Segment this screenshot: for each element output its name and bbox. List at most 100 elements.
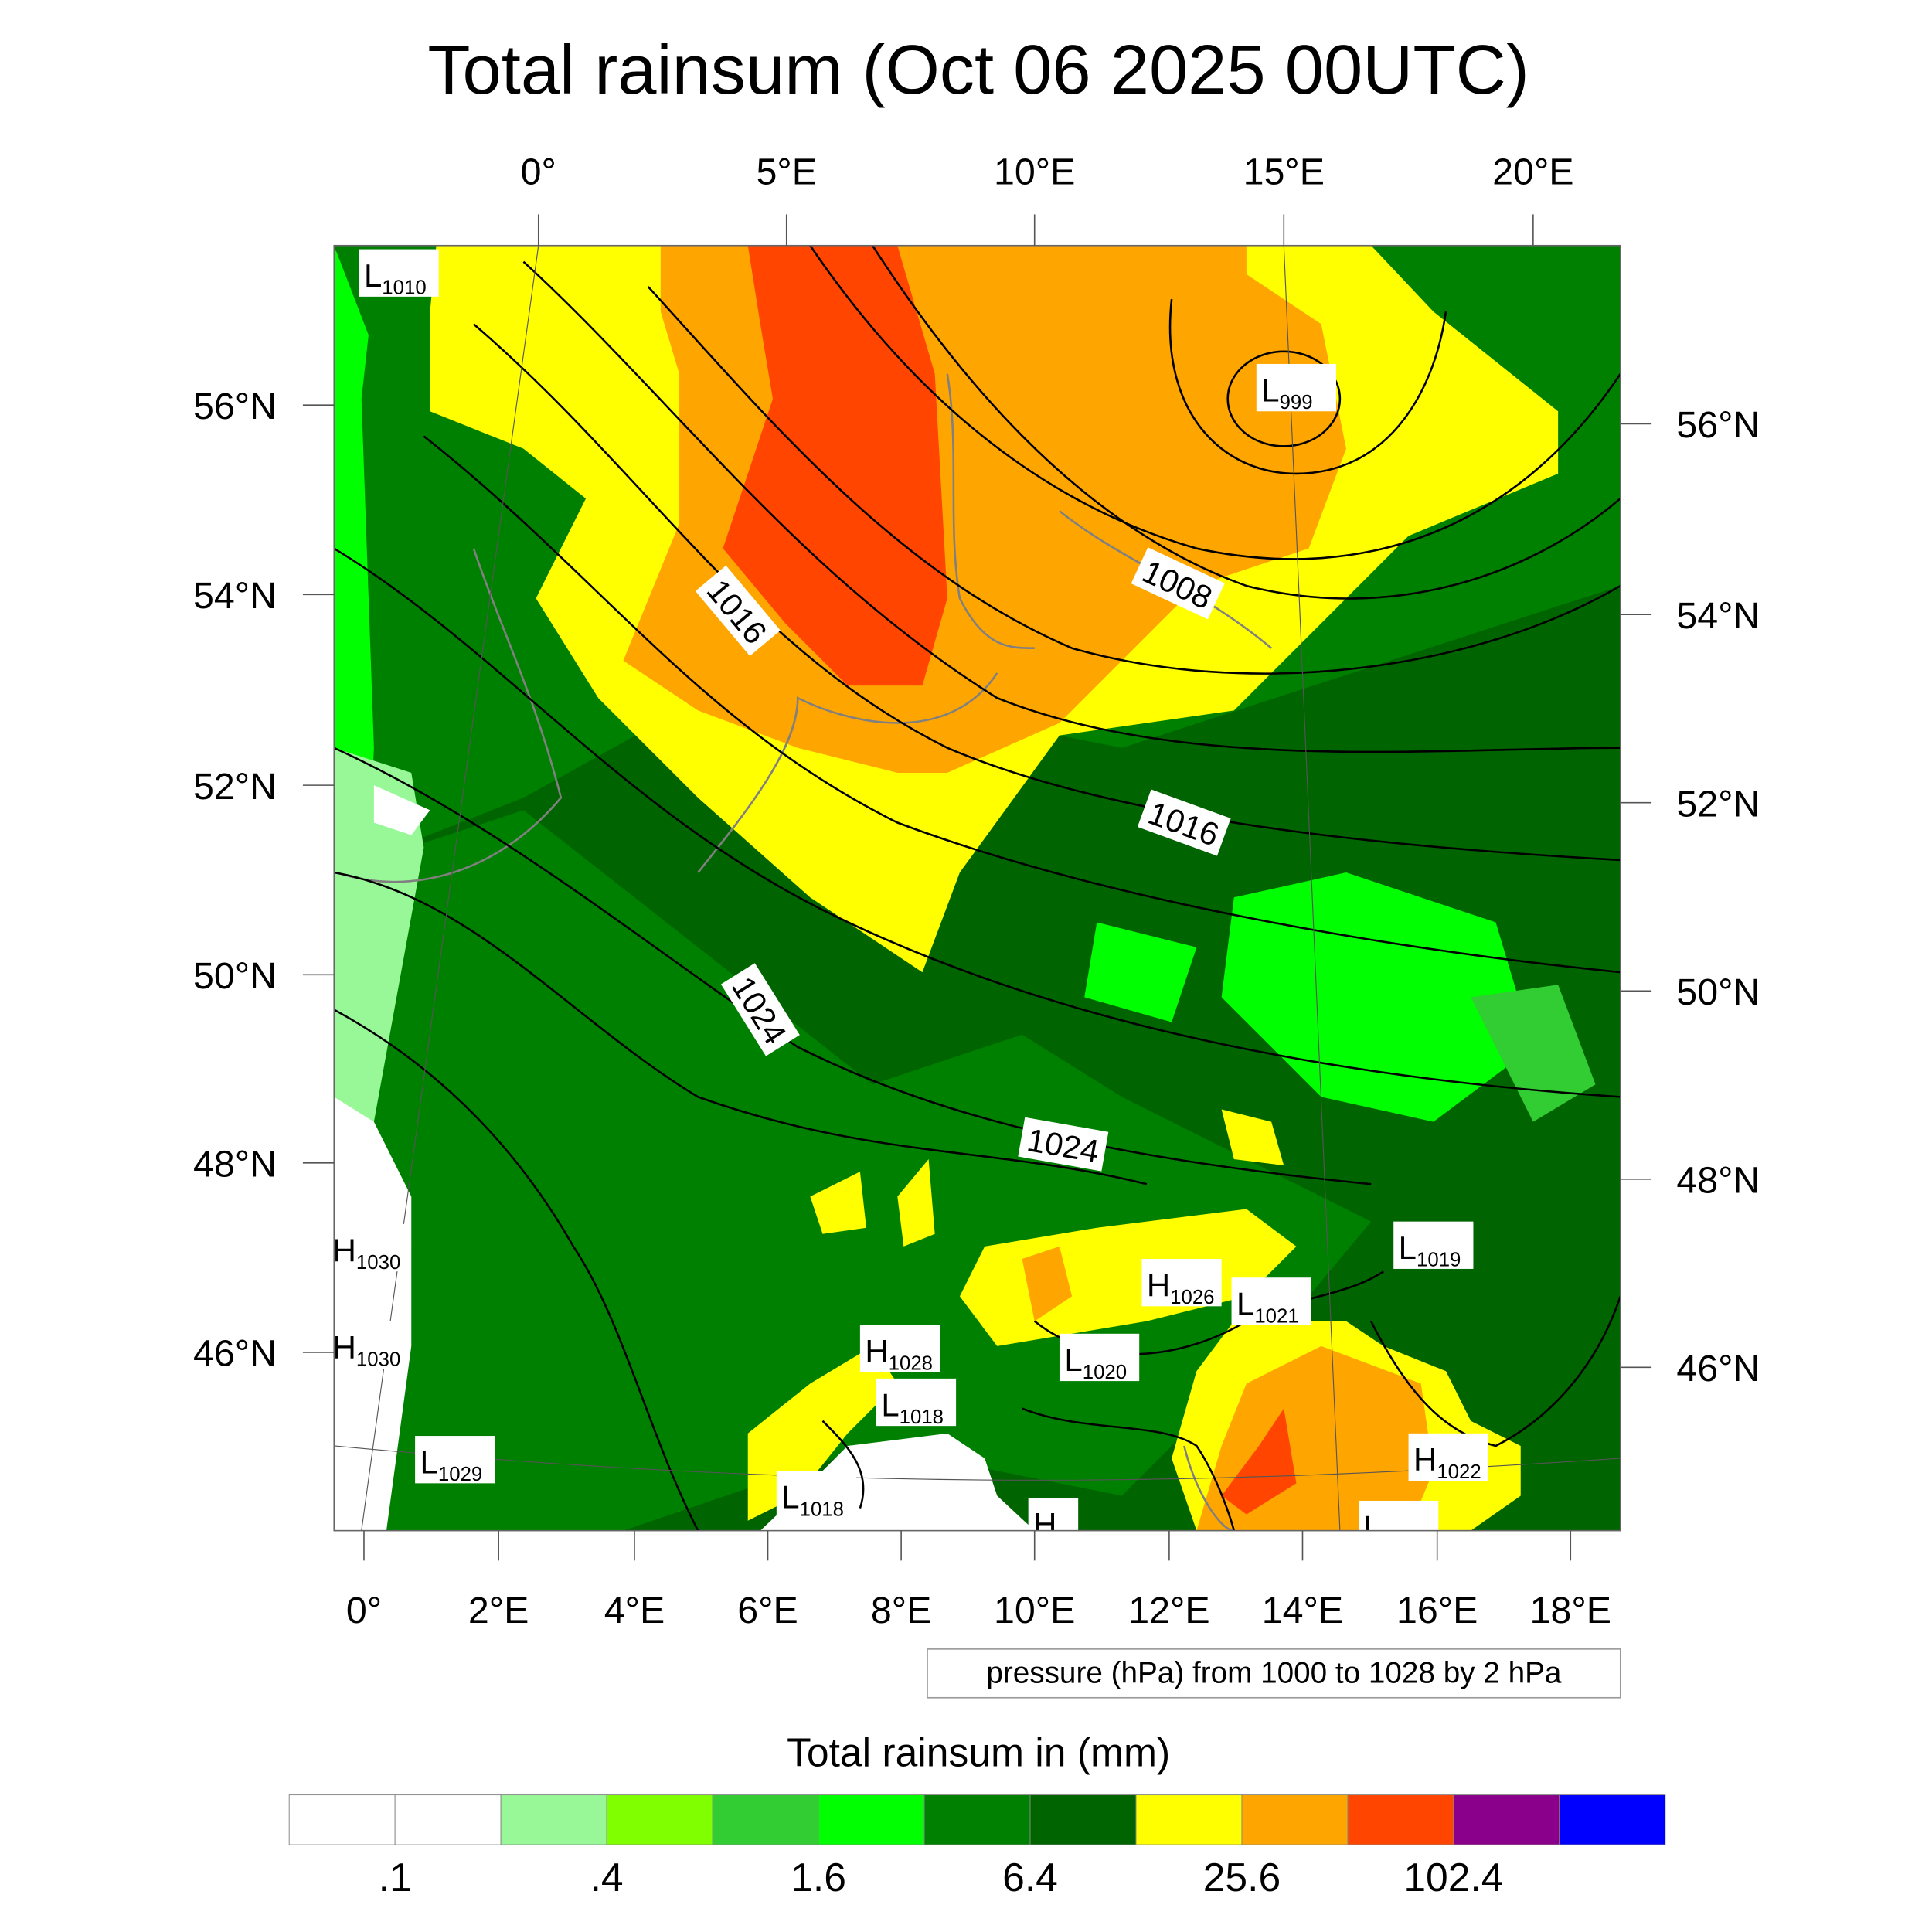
isobar-contour — [809, 245, 1621, 560]
rain-area-yellow-spot — [810, 1172, 866, 1234]
rain-area-yellow-spot — [1221, 1109, 1284, 1166]
rain-area-lime-green — [1471, 985, 1596, 1122]
rain-area-bright-green — [1084, 922, 1197, 1022]
isobar-contour — [473, 323, 1621, 862]
isobar-contour — [871, 245, 1621, 600]
svg-text:H1022: H1022 — [1413, 1441, 1481, 1483]
isobar-contour — [334, 871, 1148, 1185]
top-lon-tick-label: 10°E — [994, 151, 1075, 193]
colorbar-swatch — [288, 1794, 396, 1845]
bottom-lon-tick-label: 2°E — [468, 1590, 529, 1631]
colorbar-swatch — [923, 1794, 1031, 1845]
isobar-contour — [334, 747, 1372, 1185]
bottom-lon-tick-label: 10°E — [994, 1590, 1075, 1631]
colorbar-label: 6.4 — [1002, 1855, 1058, 1900]
contour-label: 1024 — [1018, 1117, 1109, 1172]
colorbar-swatch — [394, 1794, 502, 1845]
rain-area-yellow-spot — [897, 1159, 935, 1247]
bottom-lon-tick-label: 6°E — [737, 1590, 798, 1631]
svg-text:L1018: L1018 — [781, 1479, 844, 1521]
colorbar-swatch — [1135, 1794, 1243, 1845]
colorbar-title: Total rainsum in (mm) — [787, 1730, 1170, 1774]
low-pressure-label: L999 — [1256, 363, 1337, 413]
coastline — [336, 548, 563, 883]
right-lat-tick-label: 48°N — [1676, 1160, 1760, 1202]
colorbar-swatch — [818, 1794, 925, 1845]
top-lon-tick-label: 15°E — [1243, 151, 1325, 193]
rain-area-white — [373, 785, 430, 835]
rain-area-green-top-right — [1371, 245, 1621, 412]
rain-area-white — [334, 1097, 412, 1531]
right-lat-tick-label: 46°N — [1676, 1348, 1760, 1389]
svg-text:L1010: L1010 — [364, 257, 427, 299]
low-pressure-label: L1018 — [876, 1378, 957, 1428]
bottom-lon-tick-label: 16°E — [1396, 1590, 1478, 1631]
rain-area-red — [723, 245, 947, 686]
high-pressure-label: H1030 — [333, 1321, 408, 1371]
colorbar-swatch — [606, 1794, 713, 1845]
colorbar-swatch — [500, 1794, 607, 1845]
right-lat-tick-label: 56°N — [1676, 404, 1760, 446]
coastline — [697, 672, 998, 873]
isobar-contour — [334, 547, 1621, 1098]
rain-area-orange-alps — [1022, 1246, 1073, 1321]
isobar-contour — [821, 1420, 865, 1509]
high-pressure-label: H1026 — [1141, 1259, 1222, 1308]
svg-text:L1029: L1029 — [420, 1444, 483, 1485]
low-pressure-label: L1020 — [1059, 1333, 1140, 1383]
bottom-lon-tick-label: 12°E — [1128, 1590, 1209, 1631]
right-lat-tick-label: 50°N — [1676, 971, 1760, 1013]
left-lat-tick-label: 46°N — [193, 1333, 277, 1375]
bottom-lon-tick-label: 4°E — [604, 1590, 665, 1631]
bottom-lon-tick-label: 8°E — [871, 1590, 932, 1631]
isobar-contour — [522, 260, 1621, 753]
svg-text:H1028: H1028 — [865, 1333, 933, 1375]
isobar-contour — [423, 435, 1621, 974]
colorbar-swatch — [1453, 1794, 1560, 1845]
colorbar — [288, 1794, 1666, 1845]
high-pressure-label: H — [1028, 1498, 1079, 1543]
svg-text:H1030: H1030 — [333, 1329, 401, 1371]
rain-area-orange — [1159, 274, 1346, 549]
graticule-line — [1283, 245, 1341, 1531]
map-frame — [333, 244, 1621, 1532]
colorbar-label: 25.6 — [1203, 1855, 1281, 1900]
graticule-line — [361, 245, 539, 1531]
svg-text:L1019: L1019 — [1399, 1230, 1461, 1271]
coastline — [946, 373, 1035, 649]
colorbar-swatch — [1347, 1794, 1454, 1845]
isobar-contour — [647, 286, 1621, 675]
svg-text:L999: L999 — [1261, 372, 1312, 413]
isobar-contour — [1168, 298, 1447, 475]
left-lat-tick-label: 56°N — [193, 386, 277, 427]
chart-title: Total rainsum (Oct 06 2025 00UTC) — [427, 31, 1529, 109]
isobar-contour — [334, 1009, 699, 1531]
left-lat-tick-label: 50°N — [193, 955, 277, 997]
colorbar-swatch — [1241, 1794, 1349, 1845]
colorbar-swatch — [1029, 1794, 1137, 1845]
svg-text:H: H — [1033, 1506, 1056, 1543]
right-lat-tick-label: 52°N — [1676, 783, 1760, 825]
top-lon-tick-label: 5°E — [756, 151, 817, 193]
top-lon-tick-label: 20°E — [1492, 151, 1573, 193]
bottom-lon-tick-label: 18°E — [1530, 1590, 1611, 1631]
high-pressure-label: H1030 — [334, 1223, 408, 1274]
contour-info-text: pressure (hPa) from 1000 to 1028 by 2 hP… — [986, 1656, 1562, 1689]
left-lat-tick-label: 52°N — [193, 766, 277, 808]
low-pressure-label: L1018 — [776, 1471, 857, 1521]
left-lat-tick-label: 54°N — [193, 575, 277, 617]
coastline — [1183, 1445, 1234, 1531]
right-lat-tick-label: 54°N — [1676, 595, 1760, 637]
colorbar-swatch — [712, 1794, 819, 1845]
contour-info-box: pressure (hPa) from 1000 to 1028 by 2 hP… — [927, 1648, 1621, 1699]
svg-text:L1021: L1021 — [1236, 1286, 1299, 1328]
low-pressure-label: L1010 — [359, 249, 439, 299]
isobar-contour — [1370, 1296, 1621, 1447]
high-pressure-label: H1022 — [1408, 1433, 1488, 1483]
colorbar-label: .1 — [379, 1855, 412, 1900]
colorbar-label: .4 — [590, 1855, 624, 1900]
isobar-contour — [1226, 350, 1342, 447]
colorbar-label: 102.4 — [1403, 1855, 1503, 1900]
